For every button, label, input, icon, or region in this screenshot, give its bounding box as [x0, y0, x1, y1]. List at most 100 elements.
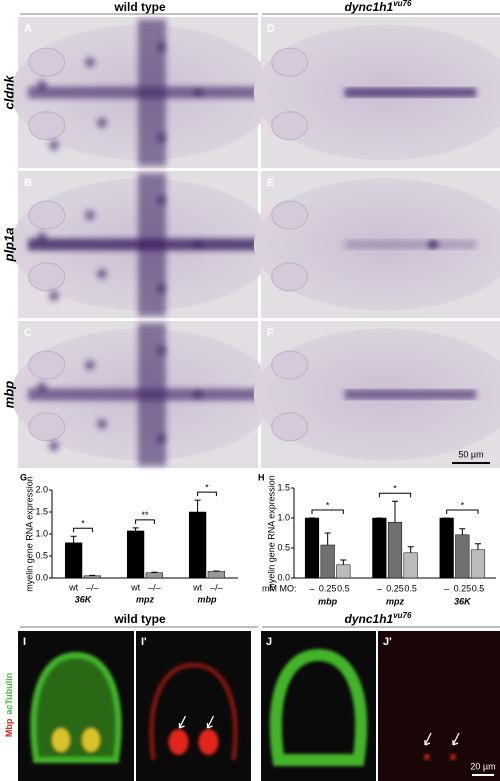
micrograph	[10, 321, 275, 468]
y-tick-label: 0.5	[35, 550, 48, 560]
y-axis-label: myelin gene RNA expression	[24, 476, 34, 592]
signal	[269, 648, 368, 766]
stain	[193, 239, 203, 250]
series-label: 0.5	[472, 583, 485, 593]
bar	[207, 571, 226, 579]
stain	[428, 239, 439, 250]
error-bar	[194, 499, 201, 512]
panel-letter: C	[24, 327, 32, 339]
panel-letter: J'	[383, 636, 392, 648]
stain	[157, 345, 167, 356]
category-label: mpz	[386, 596, 405, 606]
panel-letter: I'	[141, 636, 147, 648]
series-label: –	[444, 583, 449, 593]
bar	[403, 552, 418, 579]
error-bar	[459, 528, 466, 535]
mbp-signal	[149, 662, 238, 761]
mbp-signal	[82, 728, 100, 752]
signal	[149, 662, 238, 761]
stain	[344, 239, 477, 250]
eye	[28, 47, 66, 77]
bar	[336, 564, 351, 579]
header: dync1h1vu76	[345, 611, 412, 626]
mbp-signal	[198, 729, 219, 755]
stain	[28, 19, 258, 166]
chart-letter: G	[20, 472, 27, 482]
eye	[28, 412, 66, 442]
significance: *	[205, 482, 209, 492]
stain	[157, 132, 167, 143]
y-tick-label: 1.5	[35, 506, 48, 516]
stain	[28, 173, 258, 316]
mbp-signal	[450, 754, 456, 760]
stain	[37, 232, 47, 243]
header-text: dync1h1	[345, 0, 394, 14]
significance-bracket	[311, 509, 344, 514]
series-label: 0.25	[454, 583, 472, 593]
header-sup: vu76	[393, 0, 412, 8]
tissue	[30, 651, 122, 763]
stain	[85, 360, 95, 371]
eye	[271, 350, 309, 380]
arrow	[424, 732, 432, 746]
fluorescence-panel: J	[261, 631, 376, 781]
significance-bracket	[197, 491, 217, 497]
y-tick-label: 2.0	[35, 484, 48, 494]
header: wild type	[113, 612, 166, 626]
arrow	[178, 715, 187, 729]
micrograph	[253, 171, 500, 318]
series-label: wt	[68, 582, 78, 592]
bar	[470, 549, 486, 579]
stain-label: Mbp acTubulin	[4, 673, 14, 737]
eye	[271, 200, 309, 230]
stain-tubulin: acTubulin	[4, 673, 14, 715]
eye	[271, 47, 309, 77]
fluorescence-panel: J'	[378, 631, 500, 781]
y-axis-label: myelin gene RNA expression	[266, 475, 276, 591]
series-label: –/–	[148, 582, 161, 592]
y-tick-label: 1.5	[277, 482, 290, 492]
eye	[271, 111, 309, 141]
significance: *	[393, 484, 397, 494]
significance: *	[326, 500, 330, 510]
error-bar	[132, 527, 139, 531]
significance: *	[461, 500, 465, 510]
stain	[157, 195, 167, 206]
stain	[28, 238, 258, 251]
mbp-signal	[424, 754, 430, 760]
y-tick-label: 1.0	[277, 512, 290, 522]
y-tick-label: 0.0	[277, 572, 290, 582]
stain	[157, 42, 167, 53]
scale-bar-label: 50 µm	[458, 449, 483, 459]
eye	[28, 200, 66, 230]
eye	[28, 350, 66, 380]
category-label: 36K	[454, 596, 472, 606]
panel-letter: A	[24, 23, 32, 35]
row-label: cldnk	[1, 75, 16, 110]
stain	[193, 87, 203, 98]
series-label: 0.25	[386, 583, 404, 593]
stain	[49, 290, 59, 301]
y-tick-label: 0.5	[277, 542, 290, 552]
series-label: 0.25	[319, 583, 337, 593]
y-tick-label: 0.0	[35, 572, 48, 582]
stain-mbp: Mbp	[4, 718, 14, 737]
stain	[37, 79, 47, 90]
mbp-signal	[168, 729, 189, 755]
panel-letter: J	[266, 636, 272, 648]
header-sup: vu76	[393, 611, 412, 620]
header-text: dync1h1	[345, 612, 394, 626]
stain	[344, 389, 477, 400]
series-label: 0.5	[337, 583, 350, 593]
significance-bracket	[446, 509, 479, 514]
bar	[64, 542, 83, 579]
tissue	[269, 648, 368, 766]
bar	[126, 530, 145, 579]
fluorescence: wild type dync1h1vu76 Mbp acTubulin I I' J J' 20…	[4, 611, 500, 781]
error-bar	[324, 532, 331, 545]
bar	[387, 521, 403, 579]
mbp-signal	[52, 728, 70, 752]
significance: *	[81, 519, 85, 529]
panel-letter: E	[267, 177, 274, 189]
